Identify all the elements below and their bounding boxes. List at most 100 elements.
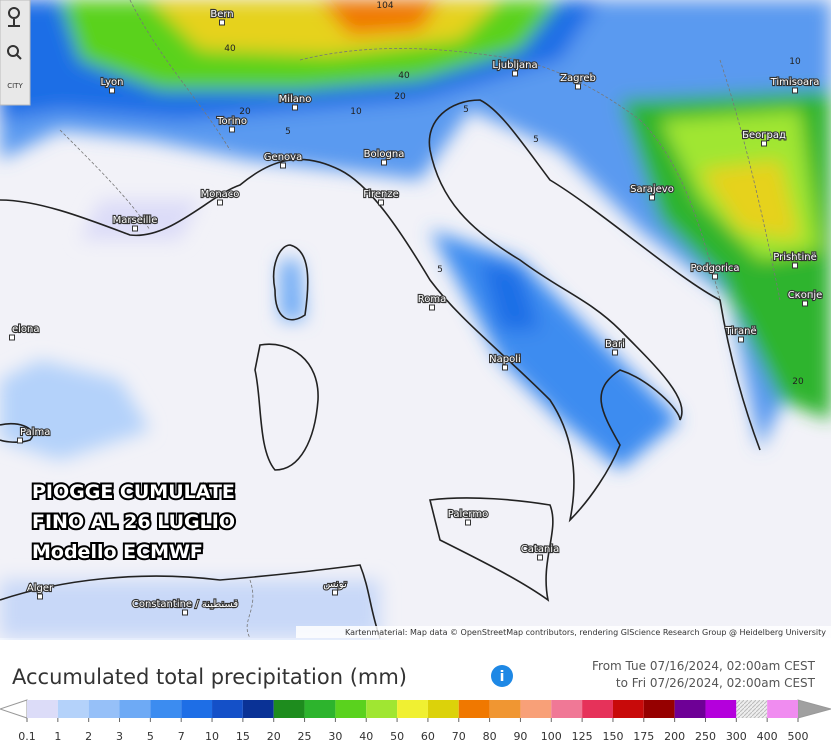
city-marker <box>378 199 384 206</box>
city-label: Catania <box>521 544 559 555</box>
scale-color <box>458 700 490 718</box>
scale-label: 40 <box>359 730 373 743</box>
scale-label: 100 <box>541 730 562 743</box>
scale-label: 70 <box>452 730 466 743</box>
city-marker <box>512 70 518 77</box>
city-marker <box>537 554 543 561</box>
scale-label: 2 <box>85 730 92 743</box>
scale-label: 20 <box>267 730 281 743</box>
overlay-title: PIOGGE CUMULATE FINO AL 26 LUGLIO Modello … <box>30 479 237 565</box>
scale-label: 25 <box>298 730 312 743</box>
city-marker <box>712 273 718 280</box>
contour-label: 10 <box>350 107 362 117</box>
legend-panel: Accumulated total precipitation (mm) i F… <box>0 640 831 749</box>
scale-color <box>335 700 367 718</box>
coastlines <box>0 99 761 639</box>
color-scale: 0.1 1 2 3 5 7 10 15 20 25 30 40 50 60 70 80 90 100 125 150 1… <box>0 699 831 743</box>
city-label: Ljubljana <box>492 60 537 71</box>
overlay-line: Modello ECMWF <box>32 541 203 563</box>
city-marker <box>381 159 387 166</box>
city-label: Lyon <box>100 77 123 88</box>
city-marker <box>17 437 23 444</box>
info-icon[interactable]: i <box>500 669 505 685</box>
city-marker <box>802 300 808 307</box>
contour-label: 5 <box>285 127 291 137</box>
city-label: Marseille <box>113 215 158 226</box>
scale-color <box>181 700 213 718</box>
city-layer: Bern Lyon Milano Torino Genova Bologna Monaco M… <box>9 8 823 616</box>
scale-label: 150 <box>602 730 623 743</box>
scale-color <box>88 700 120 718</box>
scale-label: 60 <box>421 730 435 743</box>
contour-label: 10 <box>789 57 801 67</box>
contour-label: 104 <box>376 1 393 11</box>
city-marker <box>132 225 138 232</box>
city-marker <box>761 140 767 147</box>
scale-label: 15 <box>236 730 250 743</box>
city-label: تونس <box>323 579 347 590</box>
scale-color <box>273 700 305 718</box>
contour-labels: 104 40 20 5 10 40 20 5 5 10 20 5 <box>224 1 804 387</box>
scale-color <box>736 700 768 718</box>
scale-color <box>489 700 521 718</box>
scale-label: 300 <box>726 730 747 743</box>
scale-color <box>119 700 151 718</box>
scale-label: 50 <box>390 730 404 743</box>
scale-label: 250 <box>695 730 716 743</box>
city-marker <box>37 593 43 600</box>
precip-field <box>0 0 831 638</box>
scale-label: 10 <box>205 730 219 743</box>
city-label: Palermo <box>448 509 488 520</box>
city-marker <box>219 19 225 26</box>
overlay-line: FINO AL 26 LUGLIO <box>32 511 235 533</box>
overlay-line: PIOGGE CUMULATE <box>32 481 235 503</box>
city-label: elona <box>12 324 40 335</box>
city-label: Genova <box>264 152 302 163</box>
scale-color <box>212 700 243 718</box>
scale-color <box>520 700 552 718</box>
contour-label: 40 <box>224 44 236 54</box>
scale-label: 0.1 <box>18 730 36 743</box>
scale-label: 1 <box>54 730 61 743</box>
city-marker <box>502 364 508 371</box>
scale-color <box>150 700 182 718</box>
city-label: Podgorica <box>690 263 739 274</box>
city-marker <box>649 194 655 201</box>
city-label: Timisoara <box>770 77 820 88</box>
city-label: Zagreb <box>560 73 596 84</box>
city-marker <box>292 104 298 111</box>
city-marker <box>465 519 471 526</box>
contour-label: 20 <box>792 377 804 387</box>
city-marker <box>280 162 286 169</box>
city-label: Palma <box>20 427 50 438</box>
zoom-button[interactable] <box>7 45 22 60</box>
city-marker <box>332 589 338 596</box>
city-marker <box>9 334 15 341</box>
city-label: Bologna <box>364 149 405 160</box>
city-marker <box>229 126 235 133</box>
city-marker <box>792 262 798 269</box>
info-button[interactable] <box>491 665 513 687</box>
city-marker <box>575 83 581 90</box>
city-label: Bari <box>605 339 625 350</box>
contour-label: 5 <box>533 135 539 145</box>
city-label: Monaco <box>201 189 240 200</box>
scale-color <box>705 700 737 718</box>
scale-color <box>612 700 644 718</box>
location-button[interactable] <box>8 7 20 27</box>
scale-color <box>582 700 613 718</box>
city-marker <box>738 336 744 343</box>
contour-label: 20 <box>394 92 406 102</box>
borders <box>59 0 781 639</box>
date-from: From Tue 07/16/2024, 02:00am CEST <box>592 659 816 673</box>
city-label: Alger <box>27 583 54 594</box>
scale-label: 80 <box>483 730 497 743</box>
city-label: Napoli <box>489 354 521 365</box>
city-label: Tiranë <box>724 326 756 337</box>
city-label: Roma <box>418 294 447 305</box>
scale-color <box>397 700 428 718</box>
scale-color <box>767 700 798 718</box>
scale-color <box>427 700 459 718</box>
city-toggle[interactable]: CITY <box>7 82 23 90</box>
